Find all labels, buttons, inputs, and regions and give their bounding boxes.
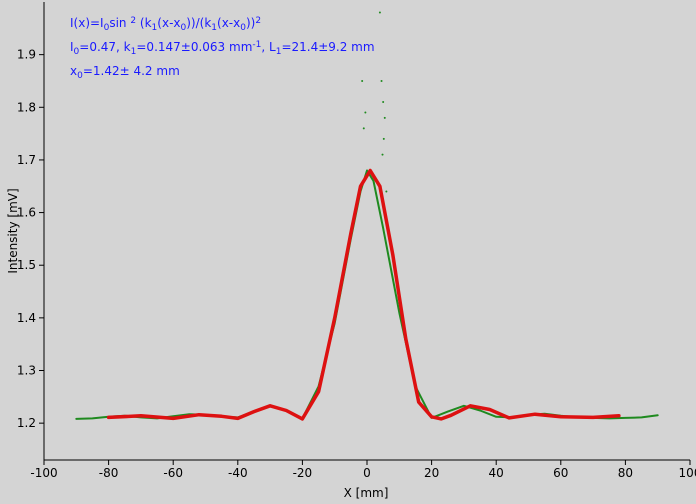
outlier-point-3 — [378, 11, 381, 14]
x-tick-label-9: 80 — [618, 466, 633, 480]
outlier-point-9 — [385, 190, 388, 193]
x-tick-label-6: 20 — [424, 466, 439, 480]
x-tick-label-0: -100 — [30, 466, 57, 480]
y-tick-label-7: 1.9 — [17, 48, 36, 62]
x-tick-label-10: 100 — [679, 466, 696, 480]
y-tick-label-0: 1.2 — [17, 416, 36, 430]
x-axis-title: X [mm] — [344, 486, 389, 500]
x-tick-label-5: 0 — [363, 466, 371, 480]
annotation-line-2: I0=0.47, k1=0.147±0.063 mm-1, L1=21.4±9.… — [70, 40, 375, 57]
x-tick-label-4: -20 — [293, 466, 313, 480]
y-tick-label-4: 1.6 — [17, 206, 36, 220]
y-tick-label-5: 1.7 — [17, 153, 36, 167]
x-tick-label-2: -60 — [163, 466, 183, 480]
outlier-point-2 — [364, 111, 367, 114]
y-tick-label-2: 1.4 — [17, 311, 36, 325]
outlier-point-4 — [380, 79, 383, 82]
y-axis-title: Intensity [mV] — [6, 188, 20, 273]
outlier-point-1 — [362, 127, 365, 130]
y-tick-label-3: 1.5 — [17, 258, 36, 272]
series-1-line — [106, 168, 621, 421]
x-tick-label-1: -80 — [99, 466, 119, 480]
outlier-point-7 — [382, 137, 385, 140]
outlier-point-8 — [381, 153, 384, 156]
outlier-point-6 — [383, 116, 386, 119]
plot-area — [44, 2, 690, 460]
outlier-point-0 — [361, 79, 364, 82]
outlier-point-5 — [382, 101, 385, 104]
x-tick-label-3: -40 — [228, 466, 248, 480]
y-tick-label-6: 1.8 — [17, 100, 36, 114]
annotation-line-3: x0=1.42± 4.2 mm — [70, 64, 180, 81]
y-tick-label-1: 1.3 — [17, 364, 36, 378]
x-tick-label-8: 60 — [553, 466, 568, 480]
x-tick-label-7: 40 — [489, 466, 504, 480]
